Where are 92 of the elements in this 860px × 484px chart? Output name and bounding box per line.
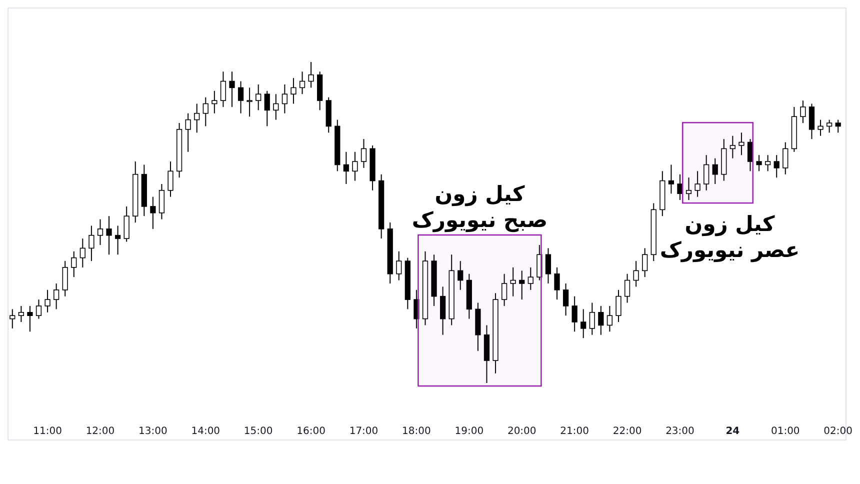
candlestick	[71, 250, 77, 278]
candlestick	[774, 154, 780, 178]
candlestick	[343, 151, 349, 184]
candlestick	[88, 225, 94, 262]
candlestick	[290, 78, 296, 104]
candlestick	[756, 154, 762, 172]
candlestick	[10, 308, 16, 329]
candlestick	[158, 183, 165, 220]
candlestick	[616, 289, 622, 323]
candlestick	[44, 289, 50, 313]
candlestick	[238, 80, 244, 114]
candlestick	[53, 282, 60, 310]
candlestick	[545, 248, 552, 284]
candlestick	[589, 302, 595, 336]
candlestick	[704, 154, 710, 191]
candlestick	[360, 138, 367, 168]
x-tick-label: 19:00	[454, 426, 484, 437]
candlestick	[168, 161, 174, 198]
candlestick	[782, 142, 788, 175]
candlestick	[185, 112, 191, 152]
candlestick	[835, 119, 841, 134]
candlestick	[562, 282, 569, 316]
candlestick	[738, 132, 744, 156]
candlestick	[352, 151, 358, 182]
candlestick	[536, 244, 542, 281]
candlestick	[572, 296, 578, 332]
candlestick	[414, 289, 420, 329]
x-tick-label: 24	[726, 426, 740, 437]
candlestick	[124, 206, 130, 242]
candlestick	[80, 238, 86, 268]
candlestick	[730, 135, 736, 159]
candlestick	[18, 305, 24, 323]
x-tick-label: 14:00	[191, 426, 220, 437]
candlestick	[220, 71, 226, 108]
candlestick	[747, 138, 754, 172]
candlestick	[246, 87, 252, 118]
candlestick	[580, 308, 586, 339]
candlestick	[282, 84, 288, 114]
candlestick	[818, 119, 824, 136]
x-tick-label: 02:00	[824, 426, 853, 437]
candlestick	[712, 158, 718, 184]
candlestick	[554, 266, 560, 300]
x-tick-label: 16:00	[296, 426, 326, 437]
candlestick	[528, 266, 534, 290]
x-tick-label: 17:00	[349, 426, 378, 437]
candlestick	[668, 164, 674, 194]
candlestick	[256, 84, 262, 111]
candlestick	[27, 305, 33, 332]
candlestick	[114, 225, 121, 256]
candlestick	[62, 260, 68, 297]
x-tick-label: 22:00	[612, 426, 642, 437]
candlestick	[150, 196, 156, 230]
candlestick	[606, 305, 613, 332]
candlestick	[458, 260, 464, 290]
candlestick	[826, 119, 832, 134]
candlestick	[36, 299, 42, 320]
candlestick	[808, 103, 815, 140]
candlestick	[800, 100, 806, 124]
x-tick-label: 21:00	[560, 426, 589, 437]
band-label: کیل زون صبح نیویورک	[412, 182, 548, 233]
x-tick-label: 12:00	[86, 426, 115, 437]
candlestick	[765, 154, 771, 172]
candlestick	[202, 96, 208, 127]
candlestick	[642, 248, 648, 278]
x-tick-label: 20:00	[507, 426, 536, 437]
candlestick	[633, 260, 639, 288]
candlestick	[308, 62, 314, 88]
candlestick	[212, 90, 218, 114]
candlestick	[510, 266, 516, 297]
candlestick	[229, 71, 235, 108]
x-tick-label: 23:00	[666, 426, 694, 437]
candlestick	[299, 71, 306, 95]
band-label: کیل زون عصر نیویورک	[660, 212, 800, 264]
x-tick-label: 15:00	[244, 426, 273, 437]
candlestick	[686, 177, 692, 201]
x-tick-label: 18:00	[402, 426, 431, 437]
candlestick	[519, 270, 525, 300]
candlestick	[273, 94, 279, 120]
candlestick	[97, 218, 104, 246]
candlestick	[440, 286, 446, 336]
candlestick	[396, 250, 402, 281]
candlestick	[501, 273, 508, 306]
candlestick	[598, 305, 604, 336]
x-tick-label: 01:00	[770, 426, 800, 437]
candlestick	[264, 90, 270, 127]
x-tick-label: 13:00	[138, 426, 168, 437]
candlestick	[194, 103, 200, 134]
x-tick-label: 11:00	[33, 426, 62, 437]
candlestick	[677, 174, 683, 201]
candlestick	[624, 273, 630, 304]
candlestick	[106, 216, 112, 256]
candlestick	[694, 170, 700, 198]
